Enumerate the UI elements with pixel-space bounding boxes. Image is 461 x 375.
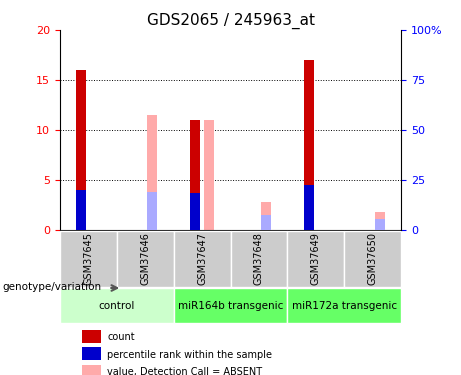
Bar (76, 70, 86, 230)
Bar (76, 190, 86, 230)
Bar (204, 120, 214, 230)
Bar (375, 212, 385, 230)
FancyBboxPatch shape (287, 231, 344, 287)
Text: GSM37646: GSM37646 (140, 232, 150, 285)
Text: GSM37649: GSM37649 (311, 232, 321, 285)
Text: value, Detection Call = ABSENT: value, Detection Call = ABSENT (107, 367, 262, 375)
Bar (261, 202, 271, 230)
Bar (375, 219, 385, 230)
FancyBboxPatch shape (287, 288, 401, 324)
Bar (303, 60, 314, 230)
Text: genotype/variation: genotype/variation (2, 282, 101, 292)
Bar (190, 120, 200, 230)
Bar (261, 215, 271, 230)
Bar (147, 192, 158, 230)
Bar (82, 330, 101, 343)
Bar (82, 348, 101, 360)
Text: percentile rank within the sample: percentile rank within the sample (107, 350, 272, 360)
FancyBboxPatch shape (344, 231, 401, 287)
Bar (190, 193, 200, 230)
Bar (82, 365, 101, 375)
FancyBboxPatch shape (60, 231, 117, 287)
FancyBboxPatch shape (117, 231, 174, 287)
Text: GSM37647: GSM37647 (197, 232, 207, 285)
FancyBboxPatch shape (174, 231, 230, 287)
Title: GDS2065 / 245963_at: GDS2065 / 245963_at (147, 12, 314, 28)
Bar (147, 115, 158, 230)
Text: control: control (99, 301, 135, 311)
Text: GSM37648: GSM37648 (254, 232, 264, 285)
FancyBboxPatch shape (60, 288, 174, 324)
Text: miR164b transgenic: miR164b transgenic (178, 301, 283, 311)
Bar (303, 185, 314, 230)
Text: GSM37650: GSM37650 (367, 232, 378, 285)
FancyBboxPatch shape (174, 288, 287, 324)
Text: count: count (107, 332, 135, 342)
Text: miR172a transgenic: miR172a transgenic (292, 301, 397, 311)
Text: GSM37645: GSM37645 (83, 232, 94, 285)
FancyBboxPatch shape (230, 231, 287, 287)
